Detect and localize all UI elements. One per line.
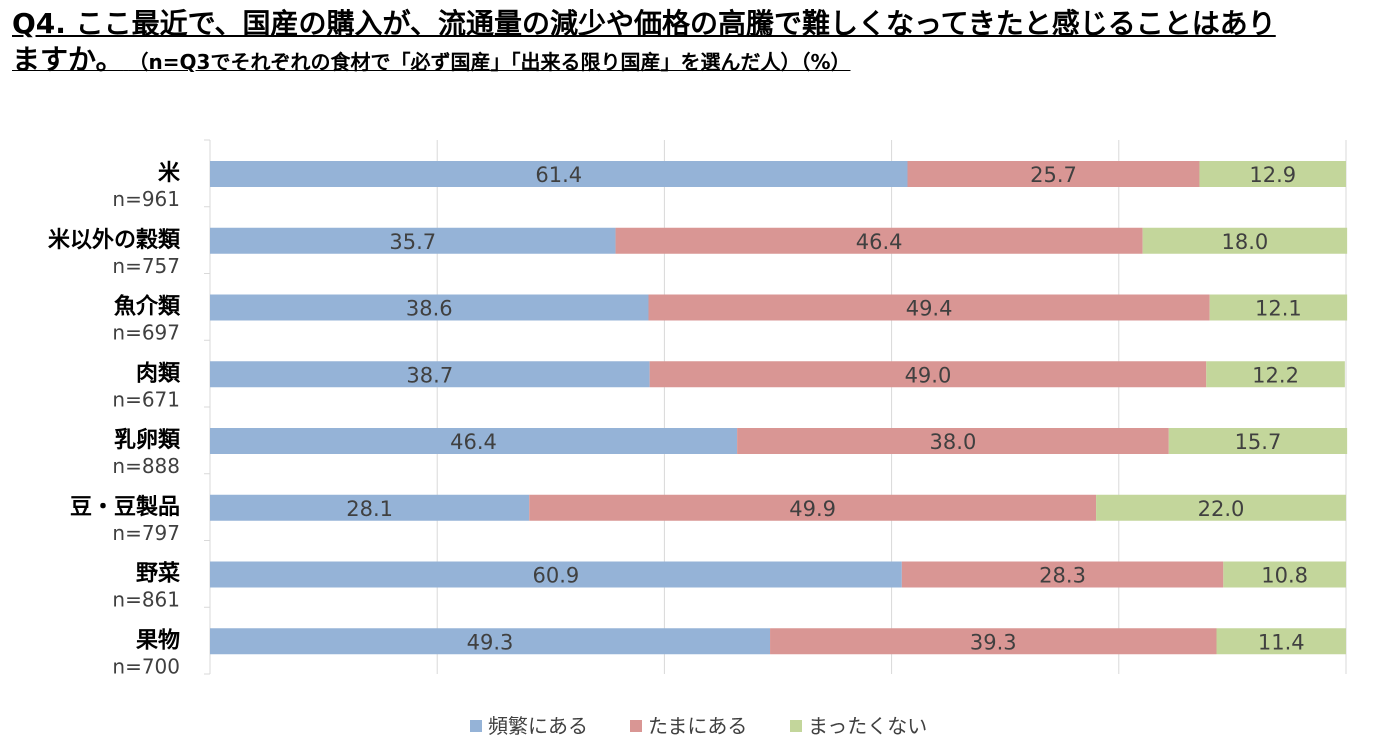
bar-segment-1: [210, 561, 902, 588]
data-label: 28.1: [346, 497, 393, 521]
sample-size-label: n=757: [112, 254, 180, 278]
data-label: 28.3: [1039, 564, 1086, 588]
category-label: 野菜: [136, 562, 180, 587]
bar-segment-2: [648, 294, 1210, 321]
category-label: 豆・豆製品: [70, 494, 180, 520]
data-label: 46.4: [856, 230, 903, 254]
bar-segment-1: [210, 494, 530, 521]
category-label: 乳卵類: [114, 427, 181, 453]
bar-segment-3: [1142, 227, 1348, 254]
bar-segment-3: [1168, 428, 1348, 454]
data-label: 12.2: [1252, 363, 1299, 387]
data-label: 25.7: [1030, 163, 1077, 187]
data-label: 49.9: [789, 497, 836, 521]
bar-segment-3: [1096, 494, 1346, 521]
category-label: 果物: [136, 627, 180, 653]
data-label: 12.1: [1255, 297, 1302, 321]
bar-segment-1: [210, 361, 650, 388]
data-label: 35.7: [389, 230, 436, 254]
legend-swatch-3: [790, 720, 802, 732]
bar-segment-2: [770, 628, 1217, 655]
data-label: 49.0: [905, 363, 952, 387]
bar-segment-2: [649, 361, 1207, 388]
sample-size-label: n=700: [112, 654, 180, 678]
legend: 頻繁にある たまにある まったくない: [470, 714, 927, 738]
sample-size-label: n=861: [112, 588, 180, 612]
bar-segment-1: [210, 227, 616, 254]
title-line-2: ますか。 （n=Q3でそれぞれの食材で「必ず国産」「出来る限り国産」を選んだ人）…: [12, 42, 1392, 82]
data-label: 10.8: [1261, 564, 1308, 588]
bar-segment-3: [1199, 161, 1346, 187]
data-label: 39.3: [970, 630, 1017, 654]
sample-size-label: n=797: [112, 521, 180, 545]
data-label: 49.3: [467, 630, 514, 654]
category-label: 肉類: [136, 361, 181, 386]
bar-segment-1: [210, 161, 908, 187]
chart-title: Q4. ここ最近で、国産の購入が、流通量の減少や価格の高騰で難しくなってきたと感…: [12, 6, 1392, 82]
bar-segment-2: [615, 227, 1143, 254]
gridlines: [204, 139, 1347, 675]
bar-segment-1: [210, 428, 738, 454]
title-line-2-sub: （n=Q3でそれぞれの食材で「必ず国産」「出来る限り国産」を選んだ人）（%）: [128, 50, 851, 74]
title-line-2-main: ますか。: [12, 43, 124, 76]
bar-segment-2: [907, 161, 1200, 187]
bar-segment-2: [901, 561, 1224, 588]
data-label: 12.9: [1249, 163, 1296, 187]
legend-swatch-1: [470, 720, 482, 732]
bar-segment-2: [529, 494, 1097, 521]
title-line-1: Q4. ここ最近で、国産の購入が、流通量の減少や価格の高騰で難しくなってきたと感…: [12, 7, 1276, 40]
data-label: 11.4: [1258, 630, 1305, 654]
bar-segment-3: [1216, 628, 1346, 655]
sample-size-label: n=888: [112, 454, 180, 478]
legend-swatch-2: [630, 720, 642, 732]
legend-label: 頻繁にある: [488, 714, 588, 738]
sample-size-label: n=697: [112, 321, 180, 345]
data-label: 22.0: [1198, 497, 1245, 521]
data-label: 18.0: [1222, 230, 1269, 254]
bar-segment-1: [210, 628, 771, 655]
data-label: 15.7: [1235, 430, 1282, 454]
bar-segment-3: [1209, 294, 1348, 321]
data-label: 38.7: [406, 363, 453, 387]
legend-label: まったくない: [808, 714, 927, 738]
data-label: 61.4: [535, 163, 582, 187]
bar-segment-2: [737, 428, 1169, 454]
data-label: 46.4: [450, 430, 497, 454]
legend-label: たまにある: [648, 714, 747, 738]
bar-segment-3: [1206, 361, 1345, 388]
category-label: 米以外の穀類: [48, 227, 181, 253]
sample-size-label: n=961: [112, 187, 180, 211]
category-label: 魚介類: [114, 294, 181, 320]
data-label: 38.6: [406, 297, 453, 321]
bar-segment-1: [210, 294, 649, 321]
bars: 61.4 25.7 12.9 35.7 46.4 18.0 38.6 49.4 12.1 38.7…: [210, 161, 1348, 655]
data-label: 60.9: [533, 564, 580, 588]
data-label: 38.0: [930, 430, 977, 454]
bar-segment-3: [1223, 561, 1346, 588]
category-label: 米: [158, 161, 181, 186]
data-label: 49.4: [906, 297, 953, 321]
sample-size-label: n=671: [112, 387, 180, 411]
